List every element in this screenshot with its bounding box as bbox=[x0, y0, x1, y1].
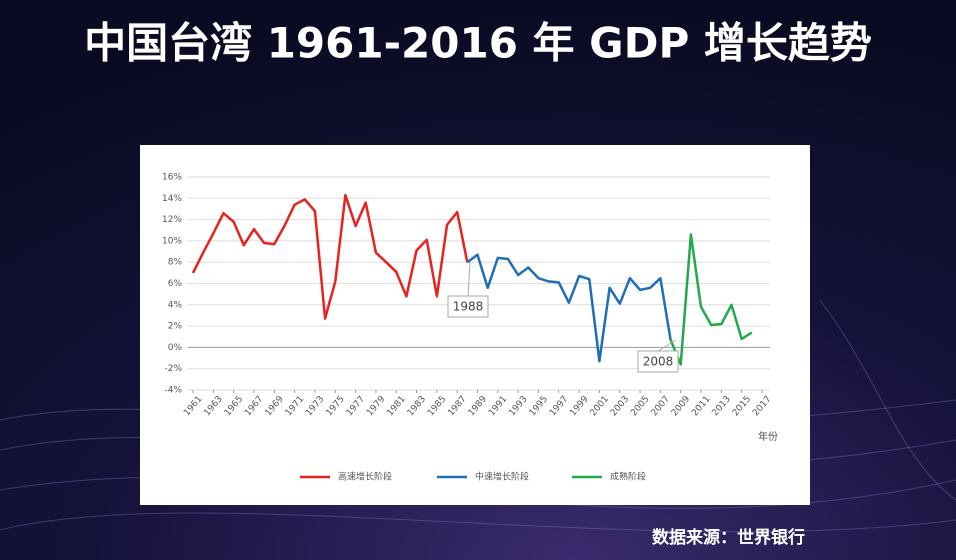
legend-label: 成熟阶段 bbox=[610, 471, 646, 483]
title: 中国台湾 1961-2016 年 GDP 增长趋势 bbox=[84, 19, 872, 68]
legend-label: 中速增长阶段 bbox=[475, 471, 529, 483]
y-tick-label: -4% bbox=[164, 386, 182, 396]
y-tick-label: 14% bbox=[162, 194, 182, 204]
y-tick-label: 8% bbox=[168, 258, 183, 268]
annotation: 2008 bbox=[643, 355, 674, 369]
legend-label: 高速增长阶段 bbox=[338, 471, 392, 483]
series-line bbox=[466, 253, 672, 363]
annotation-box bbox=[637, 350, 679, 373]
y-tick-label: 6% bbox=[168, 279, 183, 289]
annotation: 1988 bbox=[453, 300, 484, 314]
x-axis-label: 年份 bbox=[758, 430, 778, 443]
y-tick-label: 2% bbox=[168, 322, 183, 332]
annotation-box bbox=[447, 295, 489, 318]
y-tick-label: 12% bbox=[162, 215, 182, 225]
annotation-pointer bbox=[657, 339, 677, 352]
y-tick-label: 4% bbox=[168, 300, 183, 310]
series-line bbox=[191, 193, 469, 320]
y-tick-label: -2% bbox=[164, 364, 182, 374]
y-tick-label: 10% bbox=[162, 236, 182, 246]
annotation-pointer bbox=[467, 261, 471, 297]
y-tick-label: 16% bbox=[162, 173, 182, 183]
chart-panel bbox=[140, 145, 810, 505]
source: 数据来源：世界银行 bbox=[652, 527, 805, 548]
series-line bbox=[669, 233, 753, 366]
y-tick-label: 0% bbox=[168, 343, 183, 353]
